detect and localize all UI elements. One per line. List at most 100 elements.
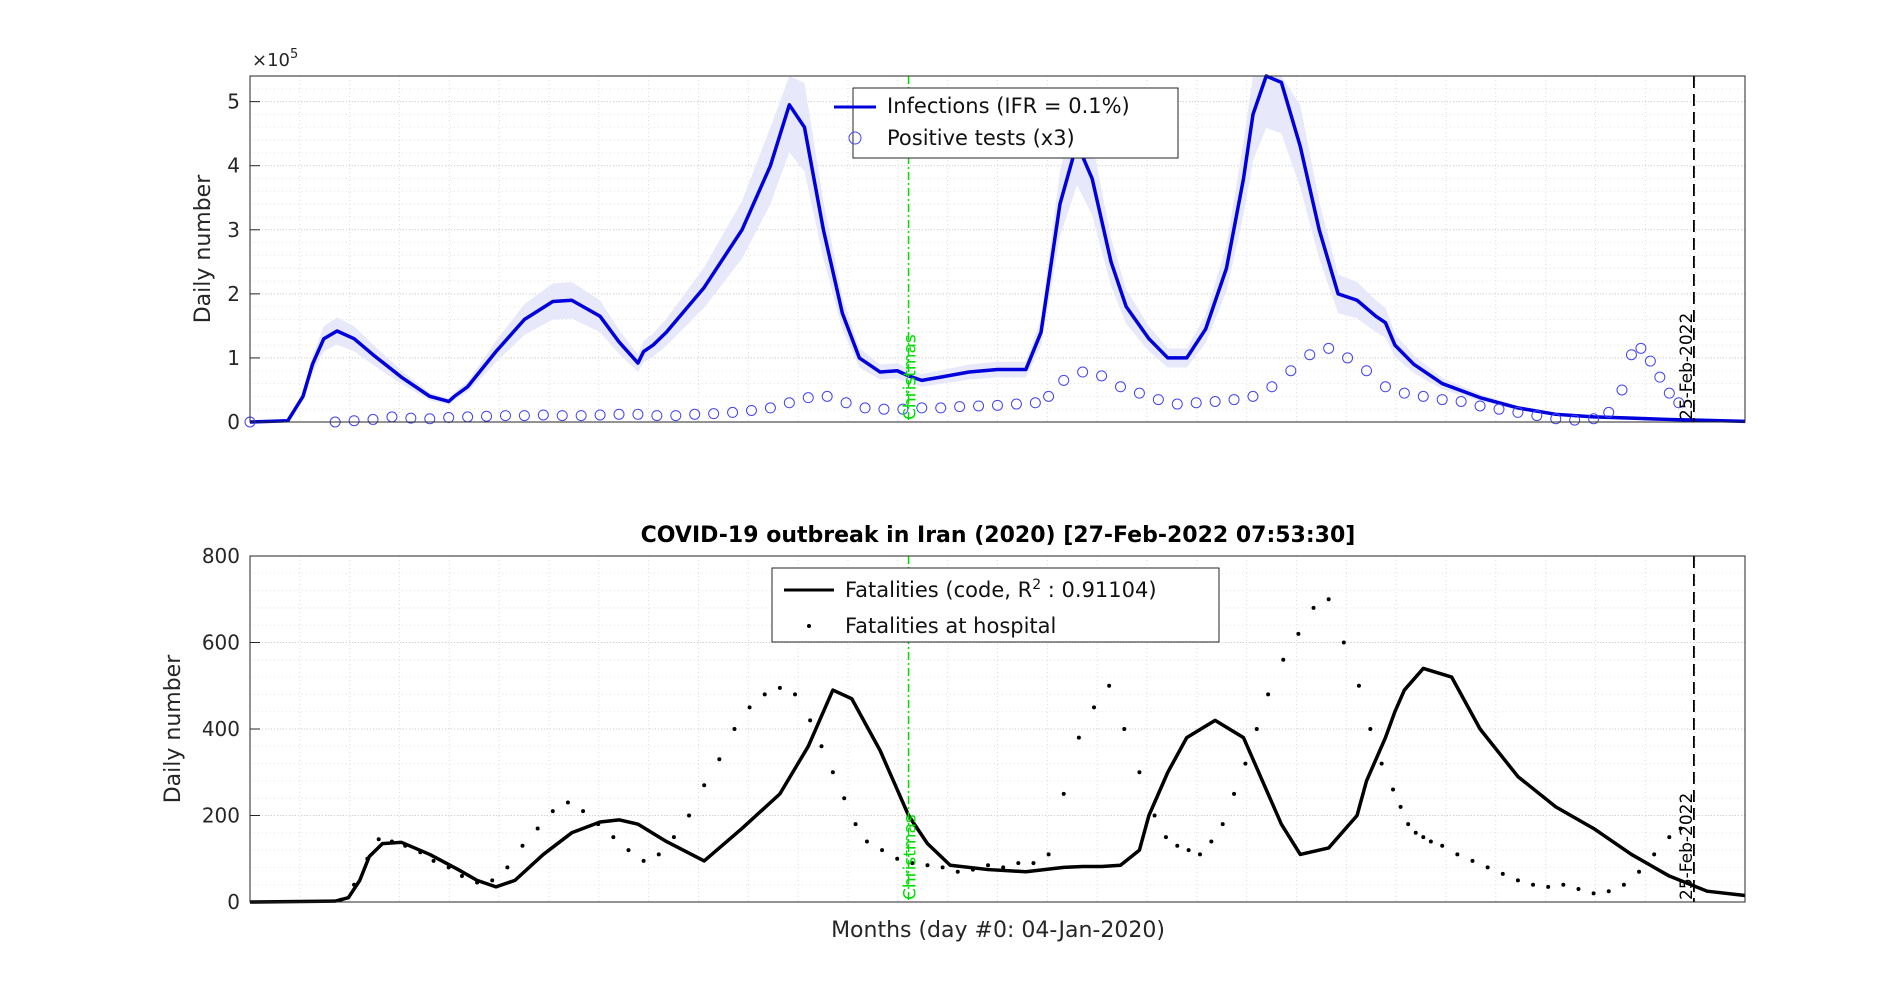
- bottom-hospital-point: [611, 835, 616, 840]
- bottom-hospital-point: [403, 843, 408, 848]
- bottom-legend-fit-name: Fatalities (code, R: [845, 578, 1032, 602]
- bottom-hospital-point: [565, 800, 570, 805]
- bottom-hospital-point: [793, 692, 798, 697]
- top-test-marker: [1512, 406, 1524, 418]
- bottom-hospital-point: [1421, 835, 1426, 840]
- bottom-hospital-point: [925, 863, 930, 868]
- top-test-marker: [651, 410, 663, 422]
- bottom-legend-box: [771, 567, 1220, 643]
- top-marks: [244, 74, 1746, 428]
- top-test-marker: [1616, 384, 1628, 396]
- top-test-marker: [935, 402, 947, 414]
- bottom-hospital-point: [1515, 878, 1520, 883]
- bottom-hospital-point: [1485, 865, 1490, 870]
- bottom-legend-point-swatch: [807, 624, 811, 628]
- top-test-marker: [1152, 394, 1164, 406]
- bottom-hospital-point: [819, 744, 824, 749]
- top-test-marker: [632, 408, 644, 420]
- bottom-hospital-point: [431, 858, 436, 863]
- bottom-hospital-point: [1122, 727, 1127, 731]
- infections-panel: Christmas 25-Feb-2022 0 1 2 3 4 5 ×105 Daily n…: [191, 47, 1746, 434]
- top-y-tick-label: 5: [227, 90, 240, 114]
- top-test-marker: [802, 392, 814, 404]
- bottom-hospital-point: [702, 783, 707, 788]
- top-test-marker: [745, 404, 757, 416]
- bottom-hospital-point: [1266, 692, 1271, 697]
- bottom-hospital-point: [830, 770, 835, 775]
- top-test-marker: [783, 397, 795, 409]
- bottom-legend-fit-tail: : 0.91104): [1041, 578, 1156, 602]
- bottom-hospital-point: [376, 837, 381, 842]
- bottom-hospital-point: [490, 878, 495, 883]
- top-test-marker: [1010, 398, 1022, 410]
- bottom-hospital-point: [535, 826, 540, 831]
- top-y-multiplier: ×105: [252, 47, 298, 71]
- top-test-marker: [556, 410, 568, 422]
- top-test-marker: [1247, 390, 1259, 402]
- bottom-hospital-point: [1186, 848, 1191, 853]
- bottom-hospital-point: [1368, 727, 1373, 731]
- bottom-hospital-point: [717, 757, 722, 762]
- top-y-tick-label: 2: [227, 282, 240, 306]
- top-test-marker: [1171, 398, 1183, 410]
- bottom-hospital-point: [853, 822, 858, 827]
- bottom-chart-title: COVID-19 outbreak in Iran (2020) [27-Feb…: [641, 523, 1356, 548]
- bottom-hospital-point: [1667, 835, 1672, 840]
- bottom-y-ticks: 0 200 400 600 800: [202, 544, 260, 914]
- bottom-hospital-point: [1001, 865, 1006, 870]
- bottom-hospital-point: [1175, 843, 1180, 848]
- top-date-label: 25-Feb-2022: [1677, 313, 1697, 420]
- bottom-hospital-point: [1428, 839, 1433, 844]
- top-test-marker: [1493, 403, 1505, 415]
- top-test-marker: [1209, 395, 1221, 407]
- top-y-axis-label: Daily number: [191, 174, 216, 323]
- top-y-tick-label: 4: [227, 154, 240, 178]
- top-test-marker: [1379, 381, 1391, 393]
- top-test-marker: [1096, 370, 1108, 382]
- top-test-marker: [1644, 355, 1656, 367]
- bottom-hospital-point: [1296, 631, 1301, 636]
- top-test-marker: [1588, 413, 1600, 425]
- top-test-marker: [1550, 413, 1562, 425]
- top-legend-label-infections: Infections (IFR = 0.1%): [887, 94, 1130, 118]
- top-test-marker: [821, 390, 833, 402]
- top-test-marker: [348, 415, 360, 427]
- bottom-hospital-point: [1606, 889, 1611, 894]
- bottom-hospital-point: [895, 856, 900, 861]
- top-test-marker: [1342, 352, 1354, 364]
- fatalities-panel: COVID-19 outbreak in Iran (2020) [27-Feb…: [161, 523, 1746, 943]
- bottom-hospital-point: [1137, 770, 1142, 775]
- top-test-marker: [992, 399, 1003, 411]
- bottom-hospital-point: [1209, 839, 1214, 844]
- top-legend: Infections (IFR = 0.1%) Positive tests (…: [834, 87, 1179, 159]
- bottom-hospital-point: [732, 727, 737, 731]
- bottom-hospital-point: [864, 839, 869, 844]
- top-test-marker: [1663, 387, 1675, 399]
- bottom-hospital-point: [626, 848, 631, 853]
- top-reference-lines: Christmas 25-Feb-2022: [901, 76, 1697, 422]
- bottom-hospital-point: [808, 718, 813, 723]
- bottom-hospital-point: [389, 839, 394, 844]
- top-axes-box: [249, 75, 1746, 423]
- top-test-marker: [1304, 349, 1316, 361]
- bottom-hospital-point: [505, 865, 510, 870]
- top-test-marker: [575, 410, 587, 422]
- bottom-date-label: 25-Feb-2022: [1677, 793, 1697, 900]
- top-test-marker: [1673, 397, 1685, 409]
- bottom-hospital-point: [1576, 887, 1581, 892]
- bottom-hospital-point: [687, 813, 692, 818]
- top-test-marker: [689, 408, 701, 420]
- top-test-marker: [367, 413, 379, 425]
- top-test-marker: [1569, 414, 1581, 426]
- bottom-hospital-point: [1281, 657, 1286, 662]
- bottom-hospital-point: [1092, 705, 1097, 710]
- top-test-marker: [727, 406, 739, 418]
- bottom-hospital-point: [1356, 683, 1361, 688]
- bottom-hospital-point: [352, 882, 357, 887]
- bottom-hospital-point: [1254, 727, 1259, 731]
- bottom-legend-label-fit: Fatalities (code, R2 : 0.91104): [845, 577, 1157, 602]
- top-test-marker: [594, 409, 606, 421]
- top-test-marker: [1654, 371, 1666, 383]
- bottom-hospital-point: [940, 865, 945, 870]
